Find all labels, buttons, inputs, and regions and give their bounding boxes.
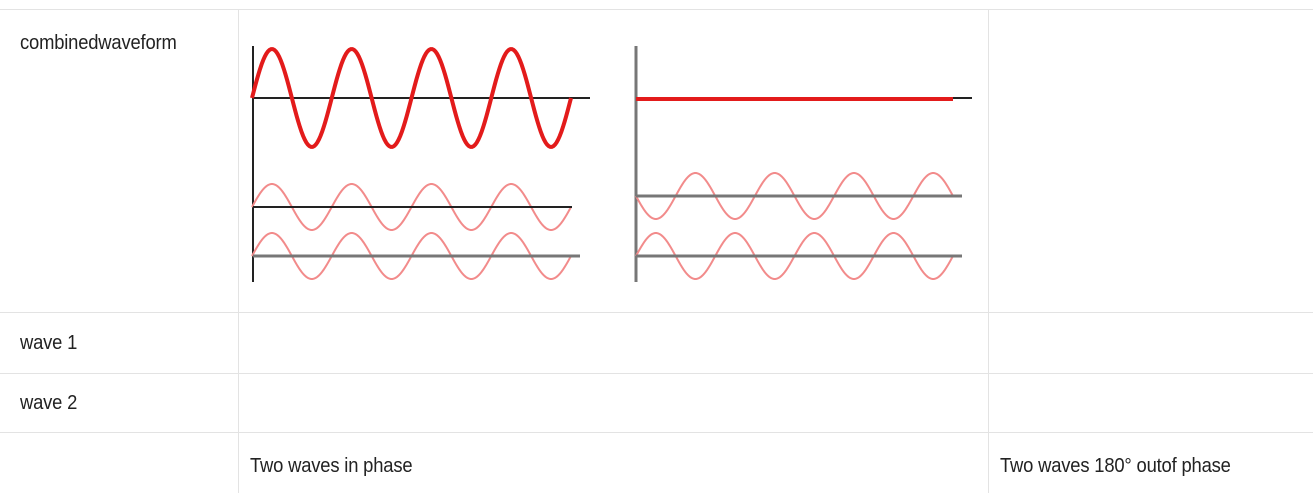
out-of-phase-panel	[634, 46, 972, 282]
caption-out-of-phase: Two waves 180° outof phase	[1000, 455, 1231, 477]
column-divider	[238, 9, 239, 493]
caption-in-phase: Two waves in phase	[250, 455, 413, 477]
row-label-combined-waveform: combinedwaveform	[20, 32, 177, 54]
table-top-border	[0, 9, 1313, 10]
row-label-wave-1: wave 1	[20, 332, 78, 354]
row-divider	[0, 312, 1313, 313]
row-divider	[0, 373, 1313, 374]
row-label-wave-2: wave 2	[20, 392, 78, 414]
in-phase-panel	[250, 46, 590, 282]
row-divider	[0, 432, 1313, 433]
in-phase-combined-wave	[250, 47, 573, 149]
waveform-diagram	[250, 46, 972, 282]
column-divider	[988, 9, 989, 493]
